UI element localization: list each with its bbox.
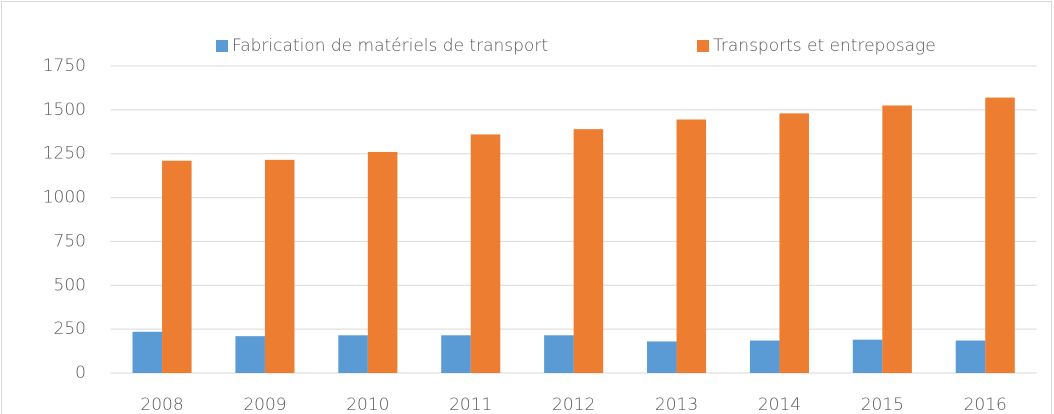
bar: [162, 160, 192, 373]
bar: [338, 335, 368, 373]
bar: [955, 340, 986, 373]
bar: [235, 336, 265, 373]
y-tick-label: 500: [54, 275, 86, 295]
bar: [985, 97, 1015, 373]
y-tick-label: 1750: [43, 56, 86, 76]
x-tick-label: 2014: [758, 395, 801, 414]
legend-swatch: [697, 40, 709, 52]
bar: [470, 134, 501, 373]
bar: [544, 335, 574, 373]
y-tick-label: 750: [54, 231, 86, 251]
bar: [264, 159, 295, 373]
x-tick-label: 2016: [964, 395, 1007, 414]
y-tick-label: 1500: [43, 100, 86, 120]
legend-label: Transports et entreposage: [713, 36, 936, 56]
y-tick-label: 0: [75, 363, 86, 383]
bar: [573, 129, 604, 373]
bar: [132, 331, 163, 373]
bar: [676, 119, 707, 374]
x-tick-label: 2011: [449, 395, 492, 414]
x-tick-label: 2008: [140, 395, 183, 414]
x-tick-label: 2012: [552, 395, 595, 414]
y-tick-label: 250: [54, 319, 86, 339]
x-tick-label: 2013: [655, 395, 698, 414]
y-tick-label: 1250: [43, 144, 86, 164]
legend-swatch: [216, 40, 228, 52]
bar: [647, 341, 677, 373]
x-tick-label: 2009: [243, 395, 286, 414]
bar: [441, 335, 471, 373]
x-tick-label: 2015: [861, 395, 904, 414]
x-tick-label: 2010: [346, 395, 389, 414]
legend-label: Fabrication de matériels de transport: [232, 36, 548, 56]
bar: [779, 113, 809, 373]
bar: [852, 339, 883, 373]
bar: [367, 151, 398, 373]
bar: [749, 340, 780, 373]
bar: [882, 105, 912, 373]
y-tick-label: 1000: [43, 188, 86, 208]
